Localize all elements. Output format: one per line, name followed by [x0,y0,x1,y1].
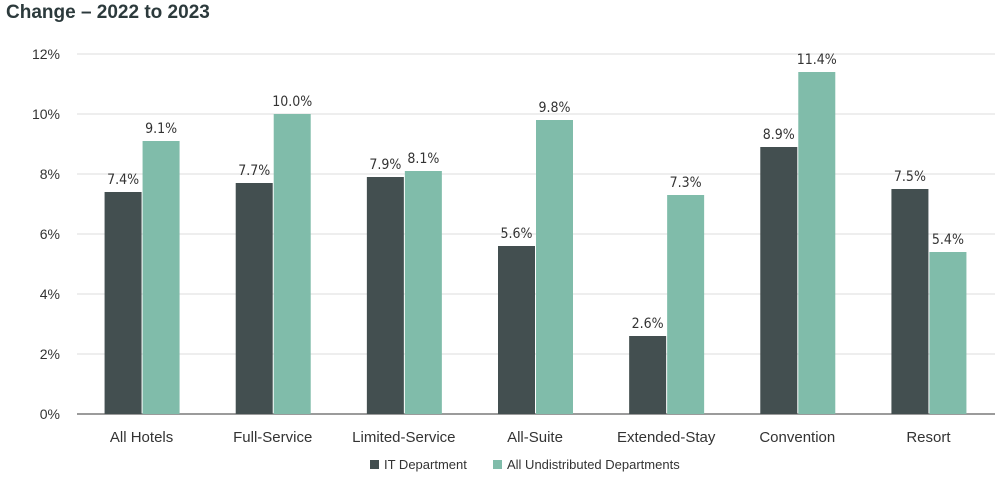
bar-it [760,147,798,414]
data-label: 5.6% [501,226,533,242]
bar-undistributed [667,195,705,414]
x-tick-label: Extended-Stay [617,429,716,446]
x-tick-label: Resort [906,429,951,446]
x-tick-label: All Hotels [110,429,173,446]
legend-swatch [493,460,502,469]
data-label: 2.6% [632,316,664,332]
data-label: 7.3% [670,175,702,191]
chart-title: Change – 2022 to 2023 [6,2,210,23]
data-label: 7.5% [894,169,926,185]
bar-undistributed [142,141,180,414]
y-tick-label: 2% [40,346,60,362]
data-label: 8.1% [407,151,439,167]
data-label: 5.4% [932,232,964,248]
bar-it [104,192,142,414]
bar-undistributed [536,120,573,414]
bar-undistributed [929,252,967,414]
y-tick-label: 10% [32,106,60,122]
bar-undistributed [273,114,311,414]
bar-it [891,189,929,414]
y-tick-label: 4% [40,286,60,302]
legend-swatch [370,460,379,469]
data-label: 11.4% [797,52,837,68]
y-tick-label: 8% [40,166,60,182]
y-tick-label: 6% [40,226,60,242]
data-label: 9.8% [539,100,571,116]
data-label: 9.1% [145,121,177,137]
data-label: 7.4% [107,172,139,188]
data-label: 7.7% [238,163,270,179]
bar-undistributed [798,72,836,414]
legend-label: All Undistributed Departments [507,457,680,472]
legend-label: IT Department [384,457,467,472]
bar-it [629,336,667,414]
y-tick-label: 12% [32,46,60,62]
data-label: 8.9% [763,127,795,143]
bar-it [235,183,273,414]
x-tick-label: Convention [759,429,835,446]
bar-it [366,177,404,414]
y-tick-label: 0% [40,406,60,422]
data-label: 10.0% [272,94,312,110]
data-label: 7.9% [369,157,401,173]
x-tick-label: All-Suite [507,429,563,446]
x-tick-label: Limited-Service [352,429,455,446]
x-tick-label: Full-Service [233,429,312,446]
bar-undistributed [404,171,442,414]
bar-it [498,246,535,414]
